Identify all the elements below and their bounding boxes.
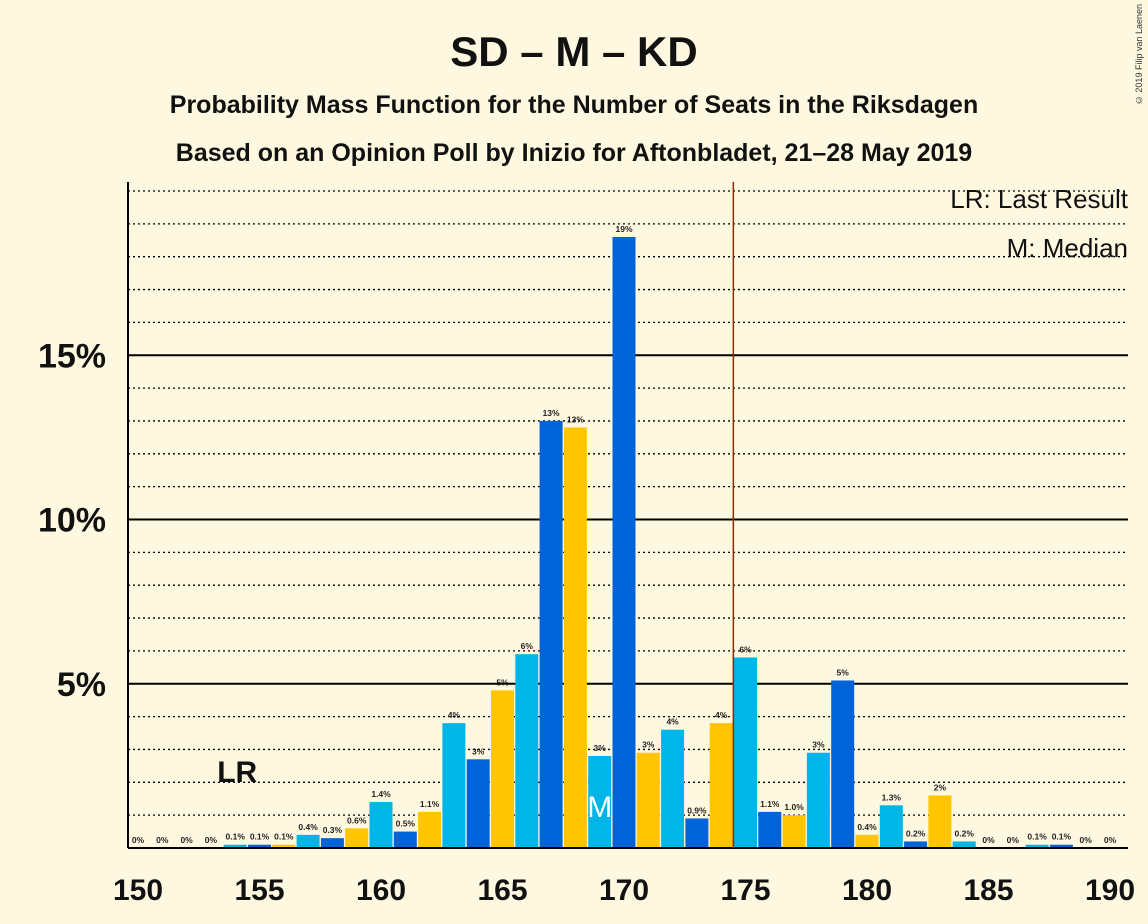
bar-label-175: 6% [739, 644, 752, 654]
bar-label-161: 0.5% [396, 819, 416, 829]
bar-165 [491, 690, 514, 848]
bar-label-178: 3% [812, 740, 825, 750]
x-tick-label-190: 190 [1085, 874, 1135, 907]
bar-label-172: 4% [666, 717, 679, 727]
bar-171 [636, 752, 660, 848]
x-tick-label-155: 155 [234, 874, 284, 907]
median-label: M [587, 791, 612, 824]
x-tick-label-175: 175 [720, 874, 770, 907]
bar-label-157: 0.4% [298, 822, 318, 832]
x-tick-label-165: 165 [477, 874, 527, 907]
bar-label-180: 0.4% [857, 822, 877, 832]
x-tick-label-180: 180 [842, 874, 892, 907]
bar-188 [1049, 844, 1073, 848]
bar-167 [539, 420, 563, 848]
bar-172 [661, 729, 685, 848]
bar-159 [345, 828, 369, 848]
bar-154 [223, 844, 247, 848]
bar-label-154: 0.1% [226, 832, 246, 842]
bar-label-176: 1.1% [760, 799, 780, 809]
bar-177 [782, 815, 806, 848]
chart-subtitle-1: Probability Mass Function for the Number… [170, 91, 978, 119]
legend-median: M: Median [1007, 233, 1128, 263]
bar-label-166: 6% [521, 641, 534, 651]
last-result-label: LR [217, 756, 257, 789]
bar-180 [855, 834, 879, 848]
bar-label-162: 1.1% [420, 799, 440, 809]
bar-label-159: 0.6% [347, 815, 367, 825]
bar-label-164: 3% [472, 746, 485, 756]
bar-181 [879, 805, 903, 848]
bar-178 [806, 752, 830, 848]
bar-label-183: 2% [934, 782, 947, 792]
x-tick-label-150: 150 [113, 874, 163, 907]
bar-label-185: 0% [982, 835, 995, 845]
bar-label-174: 4% [715, 710, 728, 720]
bar-175 [734, 657, 757, 848]
bar-173 [685, 818, 709, 848]
bar-label-186: 0% [1007, 835, 1020, 845]
bar-163 [442, 723, 466, 848]
bar-176 [758, 811, 782, 848]
legend-last-result: LR: Last Result [950, 184, 1129, 214]
bar-label-153: 0% [205, 835, 218, 845]
bar-label-155: 0.1% [250, 832, 270, 842]
bar-label-190: 0% [1104, 835, 1117, 845]
bar-160 [369, 802, 393, 848]
axes: 150 155 160 165 170 175 180 185 190 5% 10% 15% [38, 182, 1135, 907]
x-tick-label-185: 185 [963, 874, 1013, 907]
bar-label-169: 3% [594, 743, 607, 753]
bar-label-188: 0.1% [1052, 832, 1072, 842]
x-tick-label-160: 160 [356, 874, 406, 907]
bar-162 [418, 811, 442, 848]
bar-168 [563, 427, 587, 848]
bar-label-151: 0% [156, 835, 169, 845]
bar-182 [904, 841, 928, 848]
bar-label-181: 1.3% [882, 792, 902, 802]
bar-labels: 0% 0% 0% 0% 0.1% 0.1% 0.1% 0.4% 0.3% 0.6% 1.4% 0.5%… [132, 224, 1117, 845]
bar-label-184: 0.2% [955, 828, 975, 838]
overlays: LR M [217, 182, 735, 848]
bar-166 [515, 654, 539, 848]
bar-label-152: 0% [180, 835, 193, 845]
bar-label-167: 13% [543, 408, 560, 418]
bar-label-165: 5% [496, 677, 509, 687]
bar-label-150: 0% [132, 835, 145, 845]
bar-169 [588, 756, 612, 848]
bar-label-160: 1.4% [371, 789, 391, 799]
y-tick-label-10: 10% [38, 502, 106, 540]
bar-label-168: 13% [567, 415, 584, 425]
bar-label-163: 4% [448, 710, 461, 720]
bar-label-156: 0.1% [274, 832, 294, 842]
bar-label-187: 0.1% [1027, 832, 1047, 842]
bar-label-179: 5% [837, 667, 850, 677]
bars [223, 236, 1073, 849]
bar-184 [952, 841, 976, 848]
bar-155 [248, 844, 271, 848]
bar-label-182: 0.2% [906, 828, 926, 838]
bar-label-158: 0.3% [323, 825, 343, 835]
chart-title: SD – M – KD [450, 28, 697, 75]
bar-label-170: 19% [615, 224, 632, 234]
bar-158 [320, 838, 344, 848]
bar-156 [272, 844, 296, 848]
bar-164 [466, 759, 490, 848]
y-tick-label-5: 5% [57, 666, 106, 704]
bar-label-173: 0.9% [687, 805, 707, 815]
bar-161 [393, 831, 417, 848]
bar-label-171: 3% [642, 740, 655, 750]
bar-label-177: 1.0% [784, 802, 804, 812]
chart-subtitle-2: Based on an Opinion Poll by Inizio for A… [176, 139, 972, 167]
y-tick-label-15: 15% [38, 337, 106, 375]
bar-183 [928, 795, 952, 848]
bar-174 [709, 723, 733, 848]
bar-170 [612, 236, 636, 849]
bar-label-189: 0% [1080, 835, 1093, 845]
x-tick-label-170: 170 [599, 874, 649, 907]
bar-187 [1025, 844, 1049, 848]
bar-157 [296, 834, 320, 848]
bar-179 [831, 680, 855, 848]
